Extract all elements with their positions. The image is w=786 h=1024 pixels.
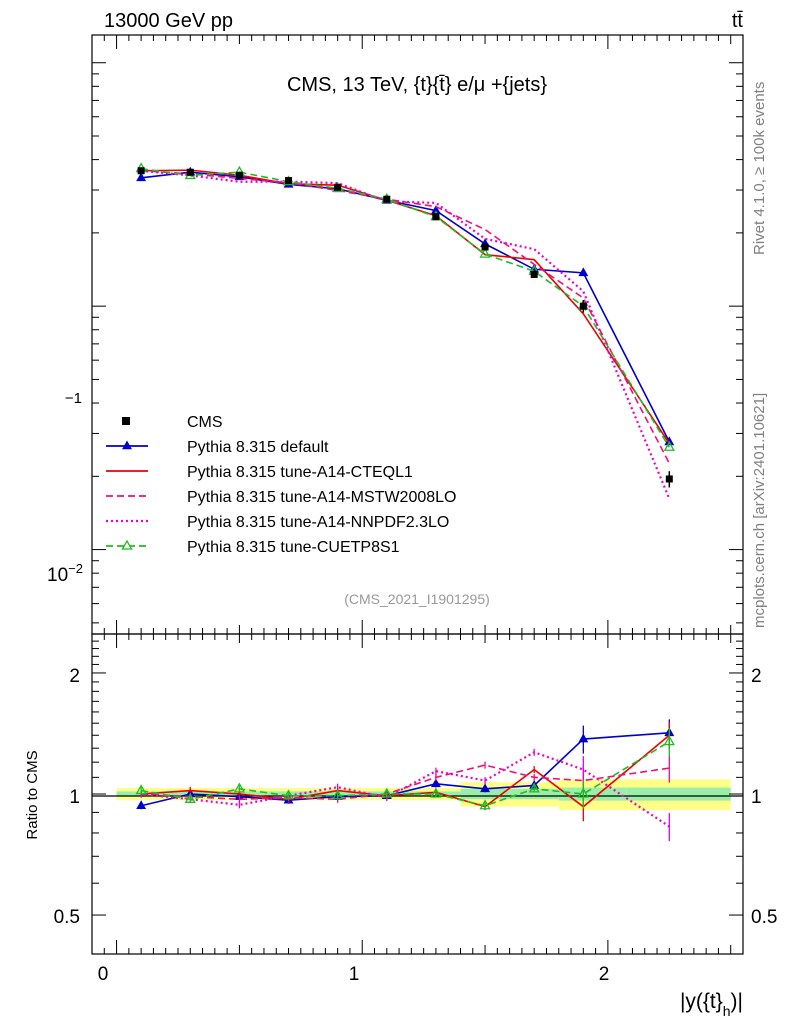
ratio-marker-cuetp8s1 <box>577 787 589 798</box>
cms-point <box>383 195 391 203</box>
header-right: tt̄ <box>732 10 744 32</box>
series-line-3 <box>141 169 671 500</box>
ratio-marker-cuetp8s1 <box>135 784 147 795</box>
ratio-ytick-right-1: 1 <box>751 787 762 808</box>
ratio-marker-cuetp8s1 <box>184 792 196 803</box>
legend-label-5: Pythia 8.315 tune-CUETP8S1 <box>187 539 400 556</box>
ratio-frame <box>91 633 744 955</box>
chart-title: CMS, 13 TeV, {t}{t̄} e/μ +{jets} <box>287 74 547 96</box>
cms-point <box>432 213 440 221</box>
cms-point <box>235 171 243 179</box>
legend-swatch-marker-4 <box>121 539 133 550</box>
marker-cuetp8s1 <box>663 440 675 451</box>
ratio-ytick-right-0: 0.5 <box>751 907 777 928</box>
cms-point <box>530 270 538 278</box>
cms-point <box>186 168 194 176</box>
cms-point <box>665 475 673 483</box>
main-axis-ticks <box>91 35 744 634</box>
analysis-tag: (CMS_2021_I1901295) <box>344 591 490 607</box>
legend-swatch-marker-0 <box>122 440 132 450</box>
band-inner <box>460 788 510 800</box>
band-inner <box>626 787 731 801</box>
legend-label-3: Pythia 8.315 tune-A14-MSTW2008LO <box>187 489 456 506</box>
cms-point <box>579 302 587 310</box>
ratio-ytick-right-2: 2 <box>751 666 762 687</box>
marker-default <box>136 172 147 182</box>
header-left: 13000 GeV pp <box>104 10 233 32</box>
ratio-ytick-left-2: 2 <box>69 666 80 687</box>
legend-label-0: CMS <box>187 414 223 431</box>
x-tick-label-0: 0 <box>98 964 109 985</box>
ratio-series-layer <box>135 719 675 842</box>
ratio-marker-cuetp8s1 <box>381 787 393 798</box>
legend: CMS Pythia 8.315 default Pythia 8.315 tune… <box>106 414 456 556</box>
band-inner <box>558 787 627 801</box>
ratio-marker-default <box>136 800 147 810</box>
ratio-marker-cuetp8s1 <box>479 799 491 810</box>
ratio-axis-ticks <box>91 633 744 955</box>
legend-swatch-cms <box>122 417 130 425</box>
ratio-marker-default <box>578 733 589 743</box>
main-series-layer <box>135 162 675 500</box>
ratio-marker-cuetp8s1 <box>332 789 344 800</box>
main-y-tick-labels: −1 10−2 <box>47 390 83 586</box>
cms-point <box>285 177 293 185</box>
y-tick-label-1e-2: 10−2 <box>47 561 83 586</box>
marker-default <box>578 267 589 277</box>
ratio-y-label: Ratio to CMS <box>24 750 41 839</box>
marker-cuetp8s1 <box>479 247 491 258</box>
ratio-marker-default <box>480 783 491 793</box>
ratio-marker-cuetp8s1 <box>528 782 540 793</box>
legend-label-1: Pythia 8.315 default <box>187 439 329 456</box>
mcplots-label: mcplots.cern.ch [arXiv:2401.10621] <box>751 393 768 628</box>
x-axis-label: |y({t}h)| <box>680 990 743 1019</box>
ratio-ytick-left-0: 0.5 <box>54 907 80 928</box>
ratio-marker-default <box>430 778 441 788</box>
y-tick-label-minus1: −1 <box>65 390 82 407</box>
ratio-marker-cuetp8s1 <box>663 735 675 746</box>
ratio-marker-cuetp8s1 <box>282 789 295 800</box>
marker-default <box>430 205 441 214</box>
band-inner <box>509 788 559 800</box>
x-tick-labels: 0 1 2 <box>98 964 610 985</box>
cms-point <box>137 167 145 175</box>
ratio-marker-cuetp8s1 <box>233 782 246 793</box>
x-tick-label-2: 2 <box>599 964 610 985</box>
main-panel: CMS, 13 TeV, {t}{t̄} e/μ +{jets} (CMS_20… <box>47 34 744 635</box>
marker-default <box>664 436 675 446</box>
cms-point <box>481 243 489 251</box>
x-tick-label-1: 1 <box>349 964 360 985</box>
ratio-panel: Ratio to CMS 0.5 1 2 0.5 1 2 <box>24 633 777 955</box>
legend-label-2: Pythia 8.315 tune-A14-CTEQL1 <box>187 464 413 481</box>
legend-label-4: Pythia 8.315 tune-A14-NNPDF2.3LO <box>187 514 449 531</box>
ratio-marker-cuetp8s1 <box>430 787 442 798</box>
rivet-label: Rivet 4.1.0, ≥ 100k events <box>751 82 768 255</box>
series-line-4 <box>141 167 670 448</box>
ratio-ytick-left-1: 1 <box>69 787 80 808</box>
cms-point <box>334 183 342 191</box>
